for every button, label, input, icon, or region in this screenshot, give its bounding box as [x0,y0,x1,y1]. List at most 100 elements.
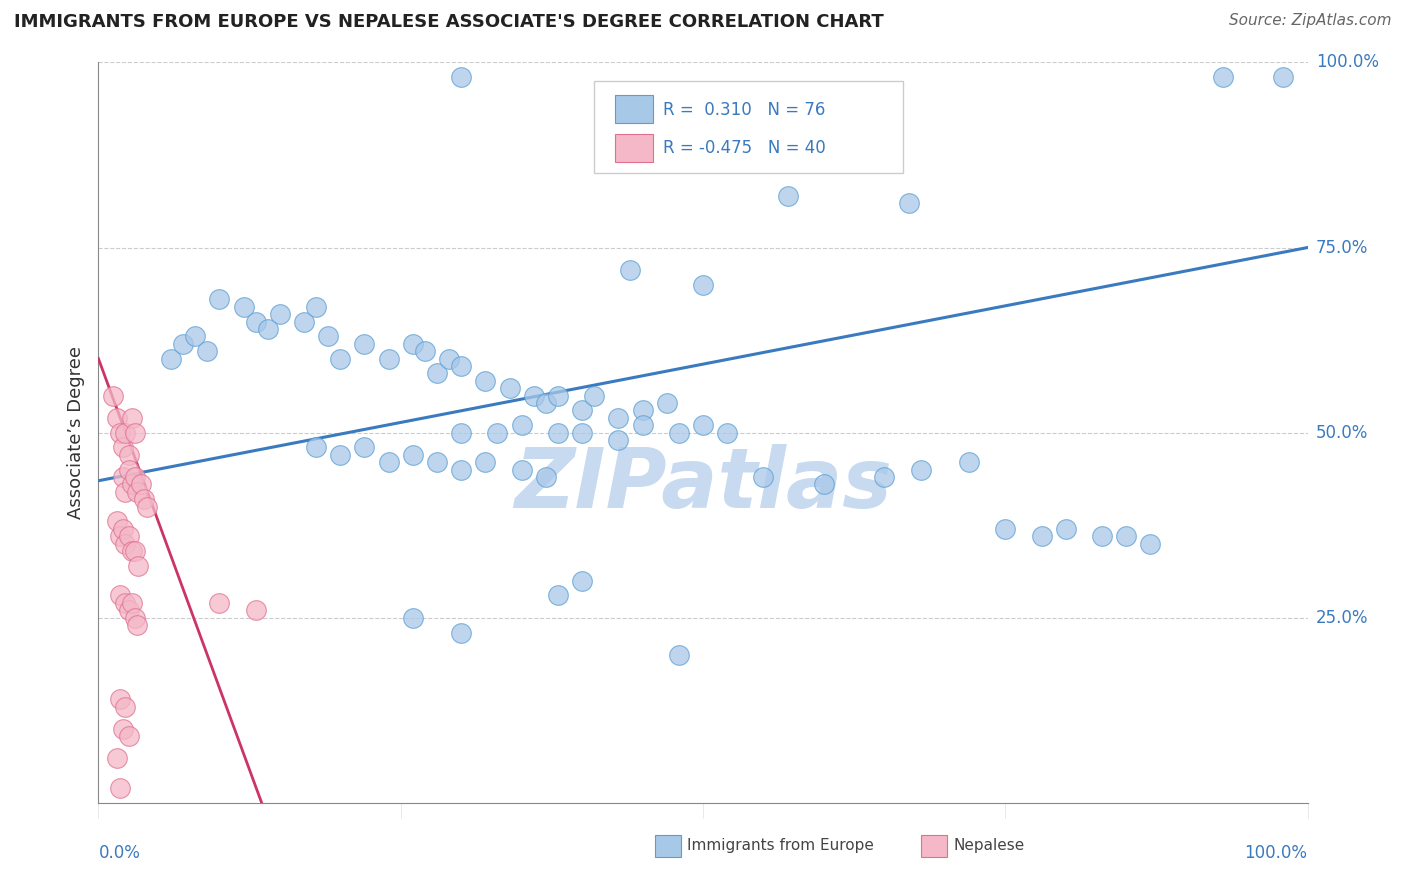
Point [498,381,520,395]
Point [692,418,714,433]
Point [184,329,207,343]
Point [377,351,399,366]
Point [114,425,136,440]
Point [994,522,1017,536]
Point [127,618,149,632]
Point [127,558,149,573]
Point [523,388,546,402]
Point [118,603,141,617]
Point [105,751,128,765]
Point [450,359,472,373]
Bar [614,134,654,161]
Point [121,544,143,558]
Point [776,188,799,202]
Point [208,596,231,610]
Point [121,410,143,425]
Point [114,699,136,714]
Text: R =  0.310   N = 76: R = 0.310 N = 76 [664,101,825,119]
Point [583,388,606,402]
Text: 0.0%: 0.0% [98,844,141,862]
Point [426,367,449,381]
Point [108,692,131,706]
Point [897,196,920,211]
Point [245,603,267,617]
Point [329,351,352,366]
Point [534,470,557,484]
Point [873,470,896,484]
Point [124,610,146,624]
Point [752,470,775,484]
Point [105,410,128,425]
Point [208,293,231,307]
Point [1272,70,1295,85]
Point [1031,529,1053,543]
Point [118,448,141,462]
Point [269,307,291,321]
Point [105,515,128,529]
Point [402,610,425,624]
Point [402,336,425,351]
Point [172,336,194,351]
Point [124,544,146,558]
Point [292,314,315,328]
Point [1212,70,1234,85]
Point [607,433,630,447]
Point [316,329,339,343]
Point [474,374,496,388]
Point [108,589,131,603]
Point [111,441,134,455]
Point [134,492,156,507]
Point [121,477,143,491]
Point [160,351,183,366]
Point [957,455,980,469]
Point [631,403,654,417]
Text: 100.0%: 100.0% [1244,844,1308,862]
Text: IMMIGRANTS FROM EUROPE VS NEPALESE ASSOCIATE'S DEGREE CORRELATION CHART: IMMIGRANTS FROM EUROPE VS NEPALESE ASSOC… [14,13,884,31]
Point [534,396,557,410]
Point [692,277,714,292]
Point [108,529,131,543]
Point [437,351,460,366]
Point [716,425,738,440]
Point [450,462,472,476]
Point [1054,522,1077,536]
Text: Nepalese: Nepalese [953,838,1025,854]
Point [1139,536,1161,550]
Point [114,536,136,550]
Point [124,470,146,484]
Y-axis label: Associate’s Degree: Associate’s Degree [66,346,84,519]
Point [402,448,425,462]
Point [118,529,141,543]
Point [813,477,835,491]
Point [510,418,533,433]
Point [127,484,149,499]
Point [101,388,124,402]
Point [547,425,569,440]
Point [245,314,267,328]
Text: R = -0.475   N = 40: R = -0.475 N = 40 [664,139,825,157]
Point [305,441,328,455]
Point [474,455,496,469]
Bar [614,95,654,123]
Point [353,441,375,455]
Point [195,344,218,359]
Point [114,596,136,610]
Point [118,729,141,743]
Point [486,425,509,440]
Point [135,500,157,514]
Bar [655,835,682,857]
Point [329,448,352,462]
Point [111,722,134,736]
Point [668,648,690,662]
Point [413,344,436,359]
Point [510,462,533,476]
Point [121,596,143,610]
Point [111,470,134,484]
Point [450,70,472,85]
Point [1115,529,1137,543]
Text: 100.0%: 100.0% [1316,54,1379,71]
Point [571,574,593,588]
Point [571,425,593,440]
Point [118,462,141,476]
Text: 75.0%: 75.0% [1316,238,1368,257]
